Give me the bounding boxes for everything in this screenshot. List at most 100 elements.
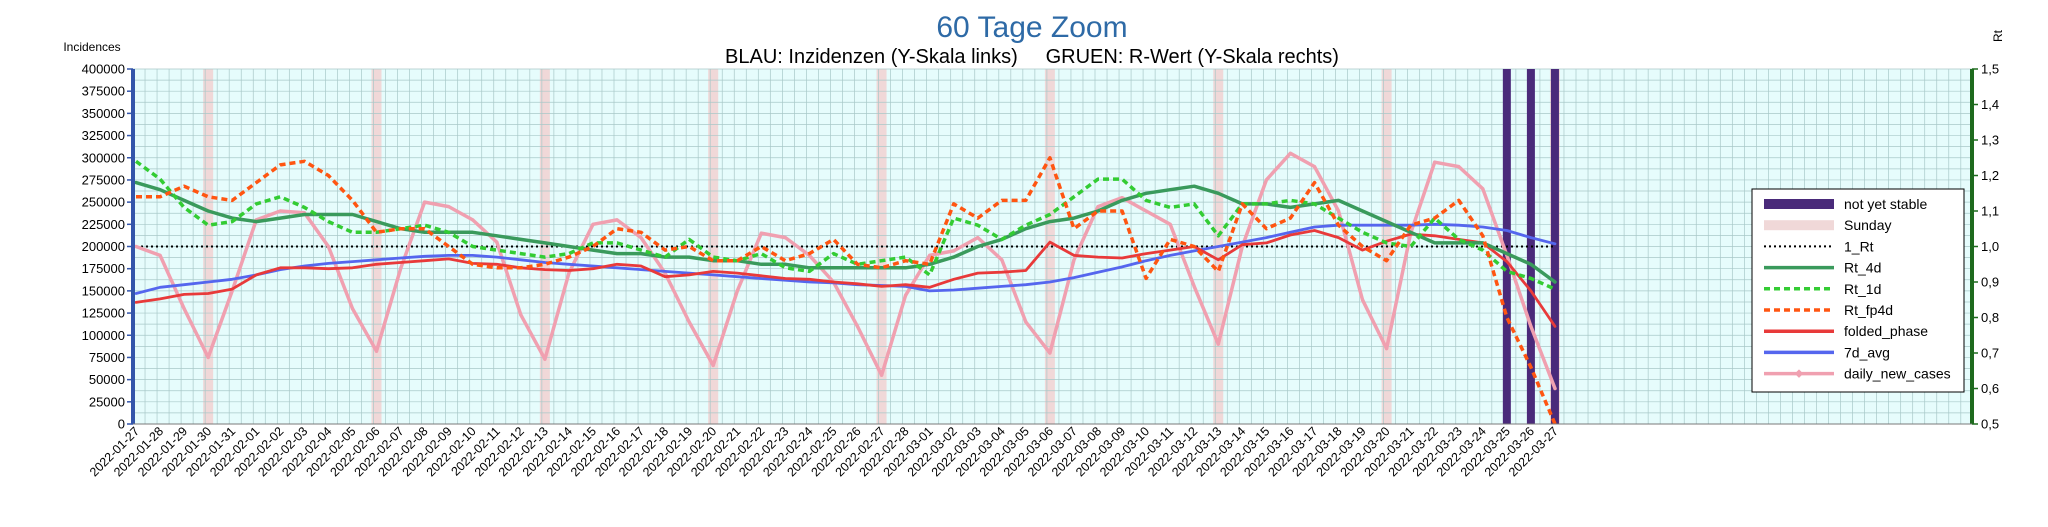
legend-swatch-not-yet-stable	[1764, 199, 1834, 209]
y-tick-label: 275000	[82, 172, 125, 187]
y-tick-label: 300000	[82, 150, 125, 165]
legend-label-1-rt: 1_Rt	[1844, 238, 1874, 254]
data-point-daily-new-cases	[976, 236, 980, 240]
data-point-daily-new-cases	[326, 244, 330, 249]
legend-label-rt-fp4d: Rt_fp4d	[1844, 302, 1893, 318]
data-point-daily-new-cases	[374, 349, 379, 353]
y2-tick-label: 1,2	[1981, 168, 1999, 183]
data-point-daily-new-cases	[278, 209, 282, 213]
plot-area: 0 25000 50000 75000 100000 125000 150000 175000…	[82, 62, 1999, 480]
legend-label-rt-1d: Rt_1d	[1844, 281, 1881, 297]
data-point-daily-new-cases	[423, 200, 427, 204]
data-point-daily-new-cases	[711, 363, 715, 368]
data-point-daily-new-cases	[687, 320, 691, 324]
data-point-daily-new-cases	[1360, 298, 1365, 302]
chart-subtitle: BLAU: Inzidenzen (Y-Skala links) GRUEN: …	[725, 46, 1339, 68]
legend-label-sunday: Sunday	[1844, 217, 1891, 233]
series-line-folded-phase	[134, 229, 1557, 328]
y-axis-label: Incidences	[63, 40, 120, 54]
y-tick-label: 0	[118, 417, 125, 432]
y-tick-label: 400000	[82, 62, 125, 77]
y2-tick-label: 0,5	[1981, 417, 1999, 432]
legend: not yet stable Sunday 1_Rt Rt_4d Rt_1d Rt_fp4…	[1751, 188, 1965, 393]
data-point-daily-new-cases	[904, 293, 908, 297]
y2-tick-label: 1,0	[1981, 239, 1999, 254]
y-tick-label: 250000	[82, 195, 125, 210]
legend-swatch-sunday	[1764, 220, 1834, 231]
legend-label-7d-avg: 7d_avg	[1844, 344, 1890, 360]
y2-tick-label: 0,7	[1981, 346, 1999, 361]
data-point-daily-new-cases	[1072, 258, 1076, 262]
y-tick-label: 75000	[89, 350, 125, 365]
y-tick-label: 25000	[89, 394, 125, 409]
legend-label-folded-phase: folded_phase	[1844, 323, 1928, 339]
data-point-daily-new-cases	[519, 313, 523, 317]
y2-tick-label: 0,8	[1981, 310, 1999, 325]
data-point-daily-new-cases	[1048, 351, 1052, 355]
data-point-daily-new-cases	[1529, 324, 1533, 328]
y-tick-label: 200000	[82, 239, 125, 254]
y-tick-label: 125000	[82, 306, 125, 321]
data-point-daily-new-cases	[1312, 165, 1317, 169]
data-point-daily-new-cases	[495, 240, 499, 244]
data-point-daily-new-cases	[591, 222, 595, 226]
data-point-daily-new-cases	[1264, 178, 1268, 182]
data-point-daily-new-cases	[543, 357, 547, 361]
series-line-Rt-1d	[134, 159, 1556, 291]
data-point-daily-new-cases	[735, 289, 739, 293]
y-tick-label: 50000	[89, 372, 125, 387]
legend-label-daily-new-cases: daily_new_cases	[1844, 366, 1951, 382]
y-tick-label: 100000	[82, 328, 125, 343]
y-tick-label: 325000	[82, 128, 125, 143]
data-point-daily-new-cases	[471, 218, 475, 222]
data-point-daily-new-cases	[1288, 151, 1292, 155]
data-point-daily-new-cases	[1553, 386, 1557, 391]
y-tick-label: 375000	[82, 84, 125, 99]
y-tick-label: 150000	[82, 283, 125, 298]
data-point-daily-new-cases	[1024, 320, 1028, 324]
data-point-daily-new-cases	[928, 253, 932, 257]
data-point-daily-new-cases	[1192, 284, 1196, 289]
not-yet-stable-bar	[1526, 69, 1535, 424]
series-line-Rt-fp4d	[136, 156, 1557, 425]
data-point-daily-new-cases	[855, 324, 860, 328]
y2-tick-label: 0,9	[1981, 275, 1999, 290]
data-point-daily-new-cases	[398, 267, 403, 271]
series-line-Rt-4d	[134, 180, 1557, 284]
data-point-daily-new-cases	[182, 307, 186, 311]
data-point-daily-new-cases	[759, 231, 763, 235]
y2-axis-label: Rt	[1991, 29, 2005, 42]
data-point-daily-new-cases	[1481, 187, 1485, 191]
data-point-daily-new-cases	[879, 373, 884, 377]
legend-label-not-yet-stable: not yet stable	[1844, 196, 1927, 212]
y-tick-label: 175000	[82, 261, 125, 276]
data-point-daily-new-cases	[350, 307, 355, 311]
data-point-daily-new-cases	[1457, 165, 1461, 169]
legend-marker-daily-new-cases	[1794, 369, 1804, 378]
y2-tick-label: 1,5	[1981, 62, 1999, 77]
data-point-daily-new-cases	[134, 244, 138, 249]
not-yet-stable-bar	[1550, 69, 1559, 424]
y2-tick-label: 1,1	[1981, 204, 1999, 219]
data-point-daily-new-cases	[1096, 204, 1100, 209]
data-point-daily-new-cases	[615, 218, 619, 222]
y2-tick-label: 1,3	[1981, 133, 1999, 148]
data-point-daily-new-cases	[639, 236, 643, 240]
data-point-daily-new-cases	[1385, 346, 1389, 351]
data-point-daily-new-cases	[1433, 160, 1437, 164]
y-tick-label: 350000	[82, 106, 125, 121]
y2-tick-label: 0,6	[1981, 381, 1999, 396]
data-point-daily-new-cases	[567, 271, 571, 275]
data-point-daily-new-cases	[1000, 258, 1004, 262]
data-point-daily-new-cases	[1336, 209, 1341, 213]
chart-title: 60 Tage Zoom	[936, 11, 1127, 44]
data-point-daily-new-cases	[1168, 222, 1172, 226]
y2-tick-label: 1,4	[1981, 97, 1999, 112]
y-tick-label: 225000	[82, 217, 125, 232]
data-point-daily-new-cases	[783, 236, 787, 240]
data-point-daily-new-cases	[158, 253, 162, 257]
data-point-daily-new-cases	[447, 204, 451, 209]
data-point-daily-new-cases	[1216, 342, 1220, 346]
data-point-daily-new-cases	[952, 249, 956, 253]
